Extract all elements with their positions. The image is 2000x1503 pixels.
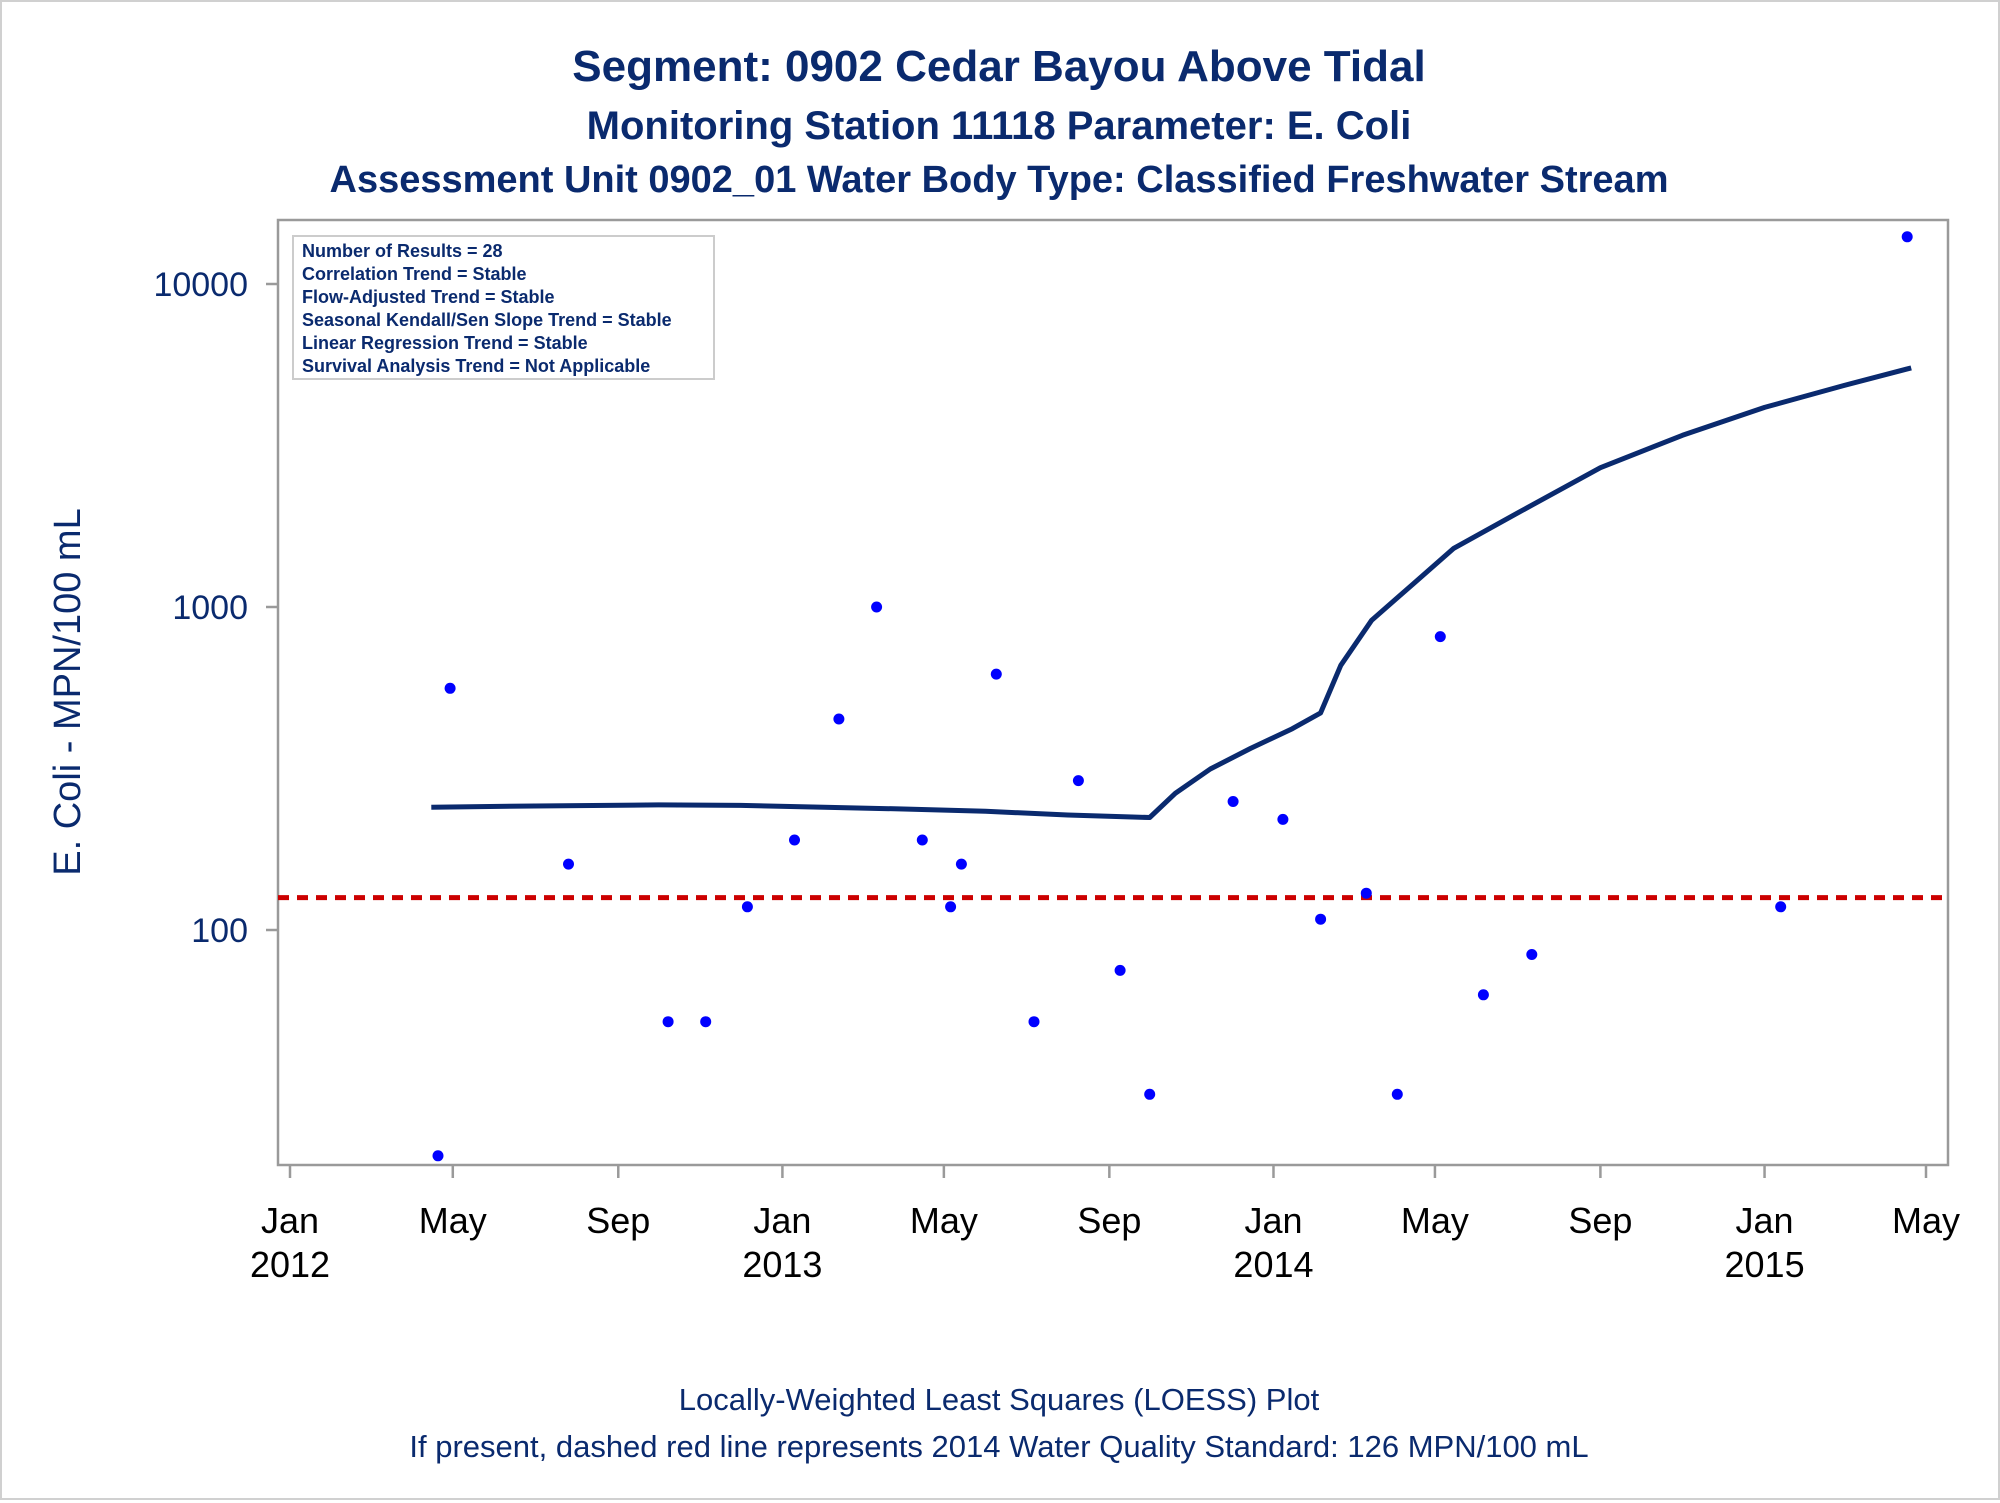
stats-line: Number of Results = 28 [302,241,503,261]
loess-line [431,365,1912,820]
x-tick-year-label: 2012 [250,1244,330,1285]
y-axis: 100 1000 10000 [153,266,278,950]
data-point [916,834,928,846]
data-point [700,1016,712,1028]
data-point [1391,1088,1403,1100]
data-point [1775,901,1787,913]
data-point [1901,231,1913,243]
data-point [432,1150,444,1162]
data-point [1277,813,1289,825]
stats-box: Number of Results = 28 Correlation Trend… [292,235,715,380]
chart-title: Segment: 0902 Cedar Bayou Above Tidal [572,42,1425,91]
x-tick-year-label: 2014 [1233,1244,1313,1285]
x-tick-label: Jan [261,1200,319,1241]
data-point [1526,949,1538,960]
y-tick-label: 100 [191,912,248,950]
x-tick-label: May [419,1200,487,1241]
chart-subtitle: Monitoring Station 11118 Parameter: E. C… [587,104,1412,148]
data-point [1072,775,1084,787]
data-point [1360,887,1372,899]
x-tick-label: May [910,1200,978,1241]
data-point [1315,913,1327,925]
data-point [1114,964,1126,976]
data-point [789,834,800,846]
data-point [871,601,883,613]
stats-line: Flow-Adjusted Trend = Stable [302,287,555,307]
footnote-2: If present, dashed red line represents 2… [409,1429,1588,1464]
x-tick-label: May [1892,1200,1960,1241]
stats-line: Correlation Trend = Stable [302,264,527,284]
x-tick-label: Jan [1736,1200,1794,1241]
x-tick-label: Sep [1568,1200,1632,1241]
data-point [833,713,845,725]
x-tick-label: Sep [586,1200,650,1241]
data-point [1477,989,1489,1001]
footnote-1: Locally-Weighted Least Squares (LOESS) P… [679,1382,1320,1417]
x-tick-label: May [1401,1200,1469,1241]
points-layer [432,231,1913,1162]
stats-line: Linear Regression Trend = Stable [302,333,588,353]
data-point [1227,796,1239,807]
data-point [945,901,957,913]
data-point [741,901,753,913]
x-tick-year-label: 2013 [742,1244,822,1285]
stats-line: Survival Analysis Trend = Not Applicable [302,356,650,376]
chart-subtitle-2: Assessment Unit 0902_01 Water Body Type:… [330,159,1669,201]
data-point [955,858,967,870]
data-point [563,858,574,870]
data-point [990,668,1002,680]
y-axis-label: E. Coli - MPN/100 mL [47,508,89,875]
data-point [1144,1088,1156,1100]
x-tick-label: Sep [1077,1200,1141,1241]
x-tick-label: Jan [753,1200,811,1241]
loess-layer [431,365,1912,820]
data-point [1434,631,1446,643]
y-tick-label: 10000 [153,266,248,304]
data-point [662,1016,674,1028]
x-tick-label: Jan [1244,1200,1302,1241]
stats-line: Seasonal Kendall/Sen Slope Trend = Stabl… [302,310,672,330]
data-point [444,682,456,694]
y-tick-label: 1000 [172,589,248,627]
data-point [1028,1016,1040,1028]
stats-box-frame [292,235,715,380]
x-tick-year-label: 2015 [1725,1244,1805,1285]
